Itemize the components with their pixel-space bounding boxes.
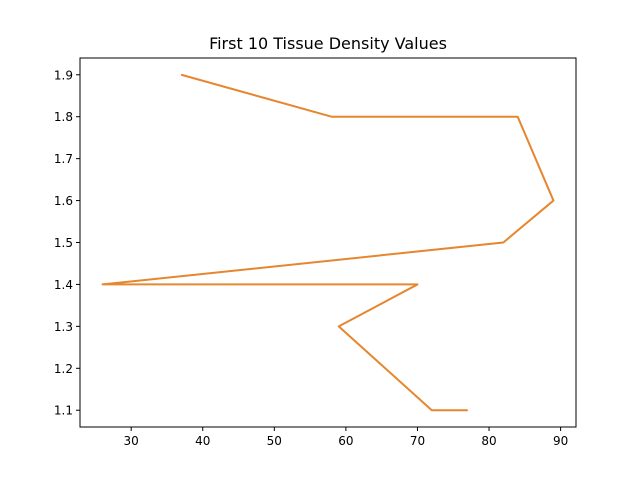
y-tick-label: 1.9 (54, 68, 73, 82)
x-tick-label: 40 (195, 434, 210, 448)
data-point (552, 200, 554, 202)
data-point (467, 409, 469, 411)
plot-area (101, 73, 555, 412)
data-point (517, 116, 519, 118)
data-point (331, 116, 333, 118)
data-point (338, 325, 340, 327)
y-tick-label: 1.6 (54, 194, 73, 208)
y-tick-label: 1.3 (54, 320, 73, 334)
x-tick-label: 30 (124, 434, 139, 448)
y-tick-label: 1.8 (54, 110, 73, 124)
x-tick-label: 50 (267, 434, 282, 448)
y-tick-label: 1.7 (54, 152, 73, 166)
series-line (101, 73, 555, 412)
x-tick-label: 90 (553, 434, 568, 448)
data-point (180, 74, 182, 76)
x-tick-label: 80 (481, 434, 496, 448)
data-point (416, 283, 418, 285)
data-point (102, 283, 104, 285)
data-point (502, 242, 504, 243)
chart-title: First 10 Tissue Density Values (209, 34, 447, 53)
data-point (431, 409, 433, 411)
y-tick-label: 1.2 (54, 362, 73, 376)
x-tick-label: 70 (410, 434, 425, 448)
x-axis: 30 40 50 60 70 80 90 (124, 427, 568, 448)
y-tick-label: 1.1 (54, 404, 73, 418)
x-tick-label: 60 (338, 434, 353, 448)
y-axis: 1.1 1.2 1.3 1.4 1.5 1.6 1.7 1.8 1.9 (54, 68, 80, 418)
y-tick-label: 1.4 (54, 278, 73, 292)
y-tick-label: 1.5 (54, 236, 73, 250)
